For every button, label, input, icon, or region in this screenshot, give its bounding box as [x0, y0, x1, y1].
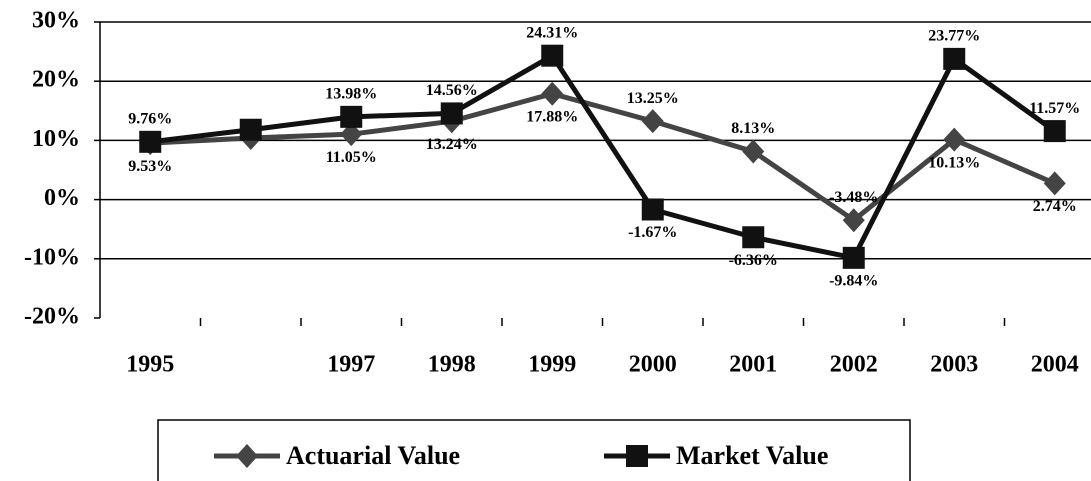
marker: [641, 198, 664, 221]
marker: [1043, 171, 1066, 196]
y-tick-label: 10%: [32, 126, 80, 152]
data-label: 9.53%: [128, 158, 172, 175]
marker: [340, 105, 363, 128]
marker: [139, 130, 162, 153]
x-tick-label: 2002: [830, 352, 878, 378]
marker: [340, 122, 363, 147]
data-label: 13.25%: [627, 90, 679, 107]
data-label: 14.56%: [426, 82, 478, 99]
marker: [440, 102, 463, 125]
data-label: 13.24%: [426, 136, 478, 153]
marker: [541, 81, 564, 106]
data-label: 8.13%: [731, 120, 775, 137]
data-label: 24.31%: [526, 24, 578, 41]
data-label: 11.57%: [1029, 100, 1080, 117]
x-tick-label: 2003: [930, 352, 978, 378]
y-tick-label: 20%: [32, 67, 80, 93]
x-tick-label: 1999: [528, 352, 576, 378]
marker: [239, 118, 262, 141]
data-label: -1.67%: [628, 224, 677, 241]
marker: [842, 246, 865, 269]
data-label: 2.74%: [1033, 198, 1077, 215]
data-label: 10.13%: [928, 154, 980, 171]
data-label: -6.36%: [729, 252, 778, 269]
x-tick-label: 1997: [327, 352, 375, 378]
y-tick-label: 0%: [44, 185, 80, 211]
marker: [742, 139, 765, 164]
marker: [742, 226, 765, 249]
marker: [1043, 120, 1066, 143]
marker: [842, 208, 865, 233]
legend-box: [157, 419, 911, 481]
marker: [943, 127, 966, 152]
data-label: 17.88%: [526, 108, 578, 125]
data-label: 11.05%: [326, 149, 377, 166]
data-label: 9.76%: [128, 110, 172, 127]
legend-marker: [236, 444, 258, 468]
marker: [541, 44, 564, 67]
line: [149, 52, 1057, 261]
legend-label: Market Value: [676, 441, 828, 470]
x-tick-label: 1998: [428, 352, 476, 378]
x-tick-label: 1995: [126, 352, 174, 378]
data-label: -9.84%: [829, 273, 878, 290]
marker: [943, 47, 966, 70]
line: [150, 91, 1056, 224]
data-label: 23.77%: [928, 28, 980, 45]
data-label: -3.48%: [829, 189, 878, 206]
y-tick-label: 30%: [32, 8, 80, 34]
legend-label: Actuarial Value: [286, 441, 460, 470]
data-label: 13.98%: [325, 86, 377, 103]
x-tick-label: 2001: [729, 352, 777, 378]
marker: [641, 109, 664, 134]
x-tick-label: 2000: [629, 352, 677, 378]
y-tick-label: -20%: [24, 304, 80, 330]
legend-marker: [626, 445, 648, 467]
y-tick-label: -10%: [24, 244, 80, 270]
x-tick-label: 2004: [1031, 352, 1079, 378]
